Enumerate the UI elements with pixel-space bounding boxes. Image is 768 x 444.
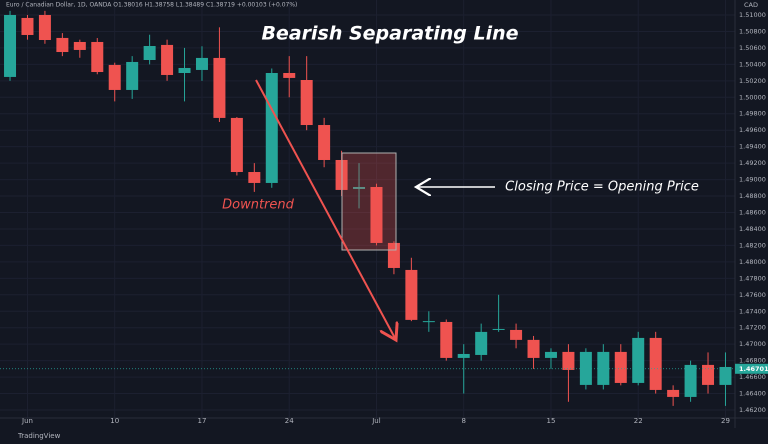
candle-body bbox=[370, 186, 383, 243]
y-tick-label: 1.47800 bbox=[739, 274, 766, 282]
candle-body bbox=[265, 72, 278, 183]
y-tick-label: 1.46600 bbox=[739, 373, 766, 381]
candle-body bbox=[510, 329, 523, 340]
y-tick-label: 1.50800 bbox=[739, 27, 766, 35]
y-tick-label: 1.49200 bbox=[739, 159, 766, 167]
candle-body bbox=[230, 117, 243, 173]
x-tick-label: Jul bbox=[371, 417, 381, 425]
candle-body bbox=[719, 366, 732, 385]
grid bbox=[0, 0, 735, 418]
y-tick-label: 1.49600 bbox=[739, 126, 766, 134]
candle-body bbox=[667, 389, 680, 397]
candle-body bbox=[702, 364, 715, 385]
candle-body bbox=[597, 351, 610, 385]
brand-logo: TradingView bbox=[17, 432, 61, 440]
downtrend-arrow bbox=[255, 79, 396, 340]
y-tick-label: 1.49400 bbox=[739, 143, 766, 151]
x-tick-label: 8 bbox=[461, 417, 465, 425]
x-tick-label: 29 bbox=[721, 417, 730, 425]
candle-body bbox=[21, 17, 34, 35]
candle-body bbox=[353, 186, 366, 189]
annotation: Closing Price = Opening Price bbox=[505, 180, 699, 195]
candle-body bbox=[213, 57, 226, 118]
y-tick-label: 1.48800 bbox=[739, 192, 766, 200]
candle-body bbox=[38, 14, 51, 40]
candle-body bbox=[387, 242, 400, 268]
y-tick-label: 1.46800 bbox=[739, 357, 766, 365]
candle-body bbox=[475, 331, 488, 355]
x-tick-label: 10 bbox=[110, 417, 119, 425]
x-tick-label: 15 bbox=[547, 417, 556, 425]
candle-body bbox=[440, 321, 453, 358]
candle-body bbox=[579, 351, 592, 385]
pattern-highlight bbox=[341, 152, 397, 251]
candle-body bbox=[108, 64, 121, 90]
y-tick-label: 1.49000 bbox=[739, 176, 766, 184]
x-tick-label: 24 bbox=[285, 417, 294, 425]
chart-title: Bearish Separating Line bbox=[261, 23, 518, 45]
candle-body bbox=[318, 125, 331, 160]
y-tick-label: 1.49800 bbox=[739, 110, 766, 118]
candle-body bbox=[178, 67, 191, 73]
candle-body bbox=[527, 339, 540, 358]
candle-body bbox=[91, 41, 104, 73]
y-tick-label: 1.50200 bbox=[739, 77, 766, 85]
y-tick-label: 1.48400 bbox=[739, 225, 766, 233]
candle-body bbox=[492, 328, 505, 330]
candle-body bbox=[614, 351, 627, 383]
y-tick-label: 1.48000 bbox=[739, 258, 766, 266]
candles bbox=[4, 10, 732, 406]
x-tick-label: 17 bbox=[198, 417, 207, 425]
candle-body bbox=[405, 269, 418, 320]
y-tick-label: 1.47600 bbox=[739, 291, 766, 299]
candle-body bbox=[684, 364, 697, 397]
y-tick-label: 1.47400 bbox=[739, 307, 766, 315]
candle-body bbox=[56, 37, 69, 53]
y-tick-label: 1.47200 bbox=[739, 324, 766, 332]
y-tick-label: 1.50600 bbox=[739, 44, 766, 52]
axis: 1.51000 1.50800 1.50600 1.50400 1.50200 1.500… bbox=[0, 11, 768, 425]
candle-body bbox=[283, 72, 296, 78]
y-tick-label: 1.51000 bbox=[739, 11, 766, 19]
candle-body bbox=[248, 172, 261, 183]
candle-body bbox=[300, 79, 313, 126]
candle-body bbox=[4, 14, 17, 77]
y-tick-label: 1.48200 bbox=[739, 241, 766, 249]
candle-body bbox=[649, 337, 662, 390]
last-price-label: 1.46701 bbox=[739, 365, 768, 373]
y-tick-label: 1.50000 bbox=[739, 93, 766, 101]
y-tick-label: 1.48600 bbox=[739, 208, 766, 216]
candle-body bbox=[73, 41, 86, 50]
x-tick-label: 22 bbox=[634, 417, 643, 425]
x-tick-label: Jun bbox=[21, 417, 33, 425]
candle-body bbox=[457, 353, 470, 358]
y-tick-label: 1.50400 bbox=[739, 60, 766, 68]
candle-body bbox=[422, 321, 435, 323]
annotation: Downtrend bbox=[222, 198, 295, 213]
candle-body bbox=[544, 351, 557, 358]
y-tick-label: 1.47000 bbox=[739, 340, 766, 348]
candle-body bbox=[632, 337, 645, 383]
symbol-header: Euro / Canadian Dollar, 1D, OANDA O1.380… bbox=[6, 2, 297, 9]
candle-body bbox=[143, 46, 156, 60]
last-price-tag bbox=[735, 363, 768, 374]
currency-label: CAD bbox=[744, 1, 758, 9]
candle-body bbox=[126, 61, 139, 90]
y-tick-label: 1.46200 bbox=[739, 406, 766, 414]
candle-body bbox=[161, 44, 174, 75]
candle-body bbox=[195, 57, 208, 70]
y-tick-label: 1.46400 bbox=[739, 390, 766, 398]
candle-body bbox=[562, 351, 575, 370]
